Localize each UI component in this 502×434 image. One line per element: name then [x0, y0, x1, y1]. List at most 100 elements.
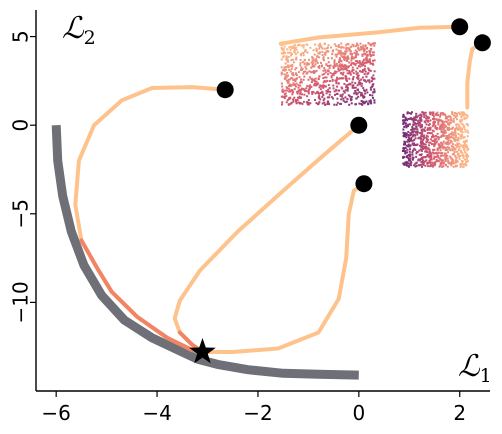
- cloud-point: [310, 61, 313, 64]
- cloud-point: [444, 153, 447, 156]
- cloud-point: [345, 65, 348, 68]
- cloud-point: [466, 160, 469, 163]
- cloud-point: [287, 87, 290, 90]
- cloud-point: [428, 144, 430, 147]
- cloud-point: [412, 156, 415, 159]
- cloud-point: [301, 93, 303, 96]
- cloud-point: [315, 47, 318, 50]
- cloud-point: [444, 117, 447, 120]
- cloud-point: [437, 144, 440, 147]
- cloud-point: [412, 149, 414, 152]
- cloud-point: [364, 70, 367, 73]
- cloud-point: [301, 44, 304, 47]
- cloud-point: [410, 133, 412, 136]
- cloud-point: [451, 136, 454, 139]
- cloud-point: [292, 61, 295, 64]
- cloud-point: [345, 47, 348, 50]
- cloud-point: [284, 95, 287, 98]
- cloud-point: [452, 165, 455, 168]
- cloud-point: [288, 51, 291, 54]
- cloud-point: [407, 143, 410, 146]
- cloud-point: [340, 102, 342, 105]
- cloud-point: [361, 47, 363, 50]
- cloud-point: [288, 83, 291, 86]
- cloud-point: [340, 98, 343, 101]
- cloud-point: [297, 96, 299, 99]
- cloud-point: [439, 149, 442, 152]
- cloud-point: [407, 117, 410, 120]
- cloud-point: [427, 154, 430, 157]
- cloud-point: [446, 126, 449, 129]
- cloud-point: [413, 164, 416, 167]
- cloud-point: [346, 47, 349, 50]
- cloud-point: [461, 151, 464, 154]
- cloud-point: [434, 127, 437, 130]
- cloud-point: [327, 44, 330, 47]
- cloud-point: [304, 49, 307, 52]
- cloud-point: [338, 57, 341, 60]
- cloud-point: [420, 114, 423, 117]
- cloud-point: [453, 139, 456, 142]
- cloud-point: [464, 113, 467, 116]
- cloud-point: [314, 92, 317, 95]
- cloud-point: [339, 66, 342, 69]
- cloud-point: [342, 71, 345, 74]
- cloud-point: [352, 62, 355, 65]
- cloud-point: [462, 165, 465, 168]
- cloud-point: [434, 142, 437, 145]
- cloud-point: [406, 148, 409, 151]
- cloud-point: [431, 111, 434, 114]
- cloud-point: [305, 43, 308, 46]
- cloud-point: [318, 67, 321, 69]
- cloud-point: [459, 163, 462, 166]
- cloud-point: [300, 78, 303, 81]
- cloud-point: [344, 56, 347, 59]
- cloud-point: [334, 93, 336, 96]
- cloud-point: [463, 126, 466, 129]
- cloud-point: [338, 89, 341, 92]
- cloud-point: [425, 119, 428, 122]
- cloud-point: [458, 155, 461, 158]
- y-tick-label: −5: [9, 199, 33, 228]
- cloud-point: [362, 87, 365, 90]
- cloud-point: [415, 155, 418, 158]
- cloud-point: [419, 141, 422, 144]
- cloud-point: [402, 119, 404, 122]
- cloud-point: [283, 97, 286, 100]
- cloud-point: [355, 45, 357, 48]
- cloud-point: [345, 77, 348, 80]
- cloud-point: [441, 131, 443, 133]
- cloud-point: [448, 142, 451, 145]
- cloud-point: [322, 57, 325, 60]
- cloud-point: [445, 125, 448, 128]
- cloud-point: [422, 156, 425, 159]
- cloud-point: [406, 112, 409, 115]
- cloud-point: [459, 120, 462, 123]
- cloud-point: [458, 142, 461, 145]
- cloud-point: [312, 61, 315, 64]
- cloud-point: [295, 67, 298, 69]
- cloud-point: [366, 47, 369, 49]
- cloud-point: [283, 66, 286, 69]
- cloud-point: [335, 55, 338, 58]
- cloud-point: [369, 99, 372, 102]
- cloud-point: [439, 144, 442, 147]
- cloud-point: [287, 56, 290, 58]
- trajectories: [73, 24, 485, 354]
- cloud-point: [341, 93, 344, 96]
- cloud-point: [307, 92, 310, 95]
- cloud-point: [444, 129, 447, 132]
- cloud-point: [466, 146, 469, 149]
- cloud-point: [404, 122, 407, 125]
- cloud-point: [322, 59, 325, 62]
- cloud-point: [444, 137, 447, 140]
- cloud-point: [293, 51, 296, 54]
- cloud-point: [457, 139, 460, 142]
- cloud-point: [423, 128, 426, 131]
- cloud-point: [318, 45, 321, 48]
- cloud-point: [341, 63, 343, 66]
- cloud-point: [428, 141, 431, 144]
- cloud-point: [285, 76, 288, 79]
- cloud-point: [280, 71, 283, 74]
- cloud-point: [340, 95, 343, 98]
